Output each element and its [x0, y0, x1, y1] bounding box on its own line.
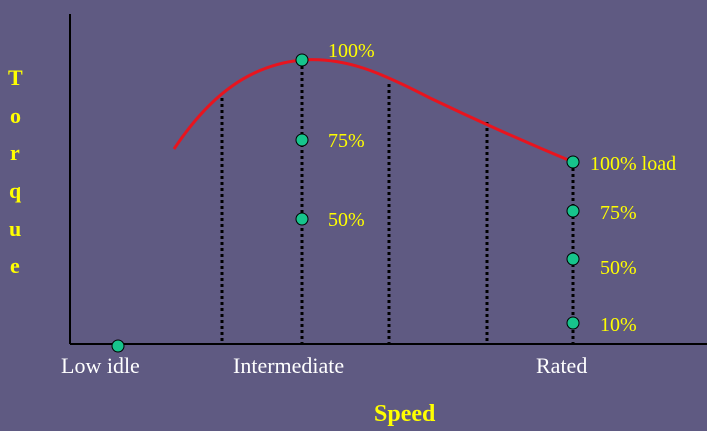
speed-label-rated: Rated	[536, 353, 587, 378]
point-rated-75	[566, 204, 580, 218]
torque-curve	[172, 58, 574, 164]
point-intermediate-75	[295, 133, 309, 147]
point-rated-10	[566, 316, 580, 330]
y-axis-letter: u	[9, 216, 21, 241]
point-intermediate-50	[295, 212, 309, 226]
label-rated-75: 75%	[600, 202, 637, 224]
y-axis-title: T o r q u e	[8, 65, 23, 278]
label-intermediate-75: 75%	[328, 130, 365, 152]
point-intermediate-100	[295, 53, 309, 67]
point-rated-100	[566, 155, 580, 169]
y-axis-letter: e	[10, 253, 20, 278]
speed-label-intermediate: Intermediate	[233, 353, 344, 378]
speed-label-low-idle: Low idle	[61, 353, 140, 378]
x-axis-title: Speed	[374, 401, 436, 427]
label-rated-100: 100% load	[590, 153, 676, 175]
point-rated-50	[566, 252, 580, 266]
y-axis-letter: r	[10, 140, 20, 165]
label-rated-50: 50%	[600, 257, 637, 279]
point-low-idle	[111, 339, 125, 353]
label-rated-10: 10%	[600, 314, 637, 336]
label-intermediate-50: 50%	[328, 209, 365, 231]
y-axis-letter: o	[10, 103, 21, 128]
y-axis-letter: T	[8, 65, 23, 90]
label-intermediate-100: 100%	[328, 40, 375, 62]
y-axis-letter: q	[9, 178, 22, 203]
